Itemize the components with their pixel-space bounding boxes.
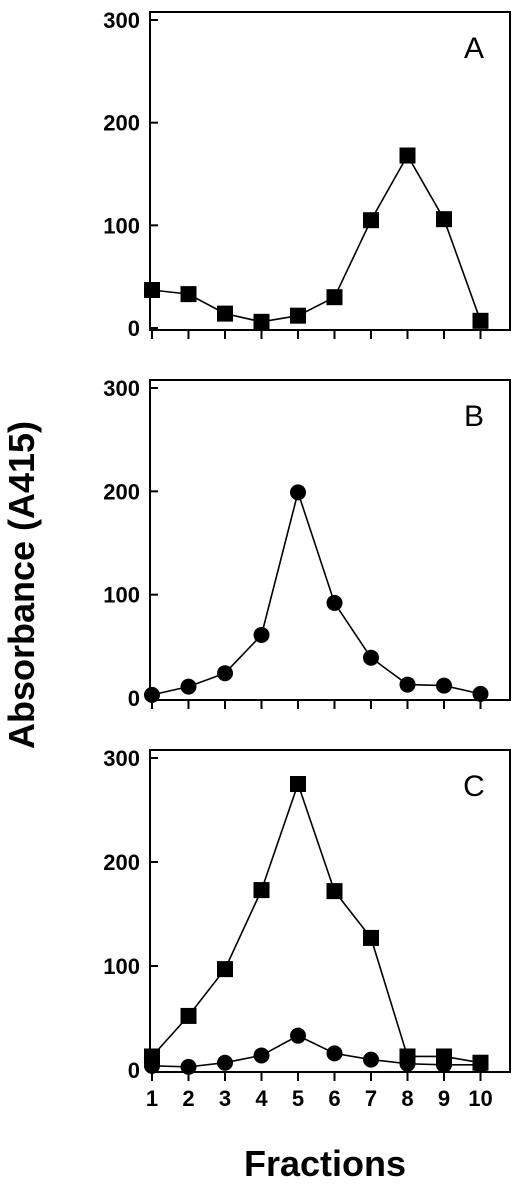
square-marker [180, 286, 197, 303]
panel-b: 0 100 200 300 B [103, 376, 511, 711]
plot-frame [149, 749, 511, 1073]
circle-marker [290, 484, 306, 501]
circle-marker [180, 1058, 197, 1075]
square-marker [253, 313, 270, 330]
x-tick-label: 4 [255, 1086, 268, 1111]
x-tick-label: 3 [219, 1086, 231, 1111]
square-marker [326, 289, 343, 306]
square-marker [290, 307, 306, 324]
circle-marker [217, 1054, 233, 1071]
circle-marker [326, 594, 343, 611]
square-marker [436, 211, 452, 228]
circle-marker [144, 686, 160, 703]
circle-marker [472, 685, 489, 702]
y-tick-label: 200 [103, 850, 140, 875]
x-tick-label: 5 [292, 1086, 304, 1111]
circle-marker [180, 678, 197, 695]
square-marker [363, 212, 379, 229]
plot-frame [149, 11, 511, 331]
square-marker [399, 147, 416, 164]
y-tick-label: 0 [128, 1058, 140, 1083]
series-line-square [151, 153, 482, 323]
x-tick-label: 9 [438, 1086, 450, 1111]
y-tick-label: 300 [103, 746, 140, 771]
panel-letter: C [463, 770, 485, 803]
y-tick-label: 0 [128, 686, 140, 711]
y-tick-label: 100 [103, 954, 140, 979]
y-tick-label: 300 [103, 8, 140, 33]
y-axis-title: Absorbance (A415) [1, 421, 42, 749]
circle-marker [144, 1057, 160, 1074]
circle-marker [363, 1051, 379, 1068]
x-tick-label: 10 [468, 1086, 492, 1111]
x-tick-label: 7 [365, 1086, 377, 1111]
square-marker [180, 1007, 197, 1024]
circle-marker [363, 649, 379, 666]
plot-frame [149, 379, 511, 701]
square-marker [363, 929, 379, 946]
circle-marker [399, 1055, 416, 1072]
y-tick-label: 200 [103, 479, 140, 504]
y-tick-label: 200 [103, 111, 140, 136]
y-tick-label: 100 [103, 583, 140, 608]
circle-marker [290, 1027, 306, 1044]
panel-letter: A [464, 32, 484, 65]
panel-a: 0 100 200 300 A [103, 8, 511, 341]
series-line-circle [151, 1034, 481, 1068]
circle-marker [472, 1056, 489, 1073]
square-marker [326, 883, 343, 900]
chart-panels: 0 100 200 300 A 0 100 200 300 B 0 100 200 300 C 1 2 3 4 5 6 7… [103, 8, 511, 1111]
y-tick-label: 0 [128, 316, 140, 341]
square-marker [290, 776, 306, 792]
x-axis-title: Fractions [244, 1143, 406, 1184]
x-tick-label: 2 [182, 1086, 194, 1111]
series-line-square [151, 781, 481, 1064]
square-marker [144, 282, 160, 299]
circle-marker [436, 677, 452, 694]
square-marker [472, 312, 489, 329]
panel-letter: B [464, 400, 484, 433]
circle-marker [399, 676, 416, 693]
circle-marker [253, 626, 270, 643]
x-tick-label: 8 [401, 1086, 413, 1111]
circle-marker [326, 1045, 343, 1062]
x-tick-label: 1 [146, 1086, 158, 1111]
panel-c: 0 100 200 300 C 1 2 3 4 5 6 7 8 9 10 [103, 746, 511, 1111]
circle-marker [217, 665, 233, 682]
square-marker [253, 882, 270, 899]
x-tick-label: 6 [328, 1086, 340, 1111]
series-line-circle [151, 489, 481, 696]
y-tick-label: 300 [103, 376, 140, 401]
square-marker [217, 961, 233, 978]
y-tick-label: 100 [103, 213, 140, 238]
circle-marker [436, 1056, 452, 1073]
square-marker [217, 305, 233, 322]
circle-marker [253, 1047, 270, 1064]
